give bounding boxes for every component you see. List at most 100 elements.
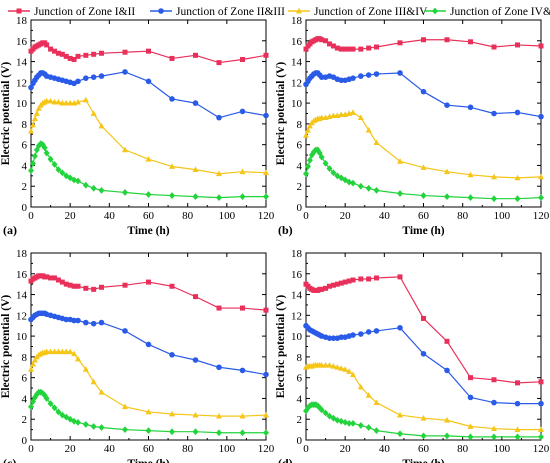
data-point: [318, 114, 325, 121]
legend-item-junction-of-zone-iii-iv: Junction of Zone III&IV: [288, 6, 428, 18]
data-point: [318, 362, 325, 368]
y-tick-label: 16: [16, 36, 28, 48]
data-point: [75, 418, 81, 426]
data-point: [63, 348, 70, 355]
data-point: [193, 294, 198, 300]
data-point: [71, 317, 77, 324]
data-point: [373, 139, 380, 145]
data-point: [350, 277, 356, 283]
legend: Junction of Zone I&II Junction of Zone II…: [8, 6, 550, 18]
legend-label: Junction of Zone II&III: [176, 6, 285, 18]
x-tick-label: 100: [494, 443, 511, 455]
data-point: [145, 78, 152, 85]
data-point: [216, 170, 222, 177]
data-point: [420, 414, 427, 421]
x-axis-label: Time (h): [127, 225, 169, 237]
chart-panel-b: 0 20 40 60 80 100 120 0 2 4 6 8 10 12 14 16 18 Time (h) El…: [275, 15, 550, 237]
data-point: [303, 46, 309, 52]
data-point: [59, 169, 66, 177]
data-point: [444, 432, 450, 440]
data-point: [67, 99, 74, 106]
data-point: [338, 334, 345, 340]
data-point: [239, 108, 246, 115]
data-point: [192, 357, 199, 363]
data-point: [420, 88, 427, 95]
data-point: [420, 164, 427, 170]
data-point: [397, 325, 403, 331]
data-point: [67, 415, 74, 423]
y-tick-label: 0: [22, 202, 28, 214]
data-point: [28, 167, 34, 175]
data-point: [538, 400, 544, 407]
data-point: [122, 282, 128, 288]
data-point: [192, 166, 199, 172]
data-point: [51, 98, 58, 105]
data-point: [239, 412, 246, 419]
y-tick-label: 18: [16, 15, 28, 27]
y-axis-label: Electric potential (V): [275, 62, 287, 166]
x-tick-label: 80: [457, 443, 469, 455]
x-tick-label: 100: [494, 210, 511, 222]
data-point: [322, 159, 329, 167]
series-junction-of-zone-iv-v: [303, 146, 544, 203]
data-point: [538, 43, 544, 49]
data-point: [122, 49, 128, 55]
data-point: [326, 335, 333, 341]
data-point: [43, 395, 50, 402]
data-point: [240, 56, 245, 62]
legend-marker-diamond: [432, 7, 438, 15]
data-point: [33, 110, 40, 116]
x-tick-label: 20: [340, 443, 352, 455]
data-point: [421, 37, 426, 43]
x-tick-label: 100: [219, 443, 236, 455]
data-point: [306, 156, 313, 164]
data-point: [98, 186, 105, 194]
y-tick-label: 14: [291, 290, 303, 302]
data-point: [48, 46, 54, 52]
data-point: [216, 429, 222, 437]
data-point: [59, 99, 66, 106]
series-junction-of-zone-i-ii: [303, 274, 544, 386]
y-tick-label: 14: [291, 57, 303, 69]
data-point: [515, 380, 520, 386]
legend-marker-triangle: [296, 7, 302, 14]
data-point: [421, 315, 426, 321]
data-point: [122, 328, 128, 334]
y-tick-label: 18: [16, 248, 28, 260]
x-tick-label: 40: [104, 443, 116, 455]
data-point: [491, 377, 497, 383]
data-point: [338, 46, 344, 52]
y-tick-label: 10: [291, 331, 303, 343]
data-point: [169, 428, 175, 436]
panel-label: (a): [3, 223, 17, 237]
data-point: [334, 45, 340, 51]
data-point: [122, 426, 128, 434]
data-point: [31, 115, 38, 122]
data-point: [467, 394, 474, 401]
data-point: [346, 419, 353, 427]
data-point: [346, 368, 353, 374]
data-point: [366, 276, 372, 282]
data-point: [514, 195, 521, 203]
y-tick-label: 10: [16, 98, 28, 110]
data-point: [75, 98, 81, 105]
data-point: [99, 50, 104, 56]
data-point: [91, 286, 97, 292]
data-point: [192, 193, 199, 201]
data-point: [169, 410, 175, 417]
data-point: [373, 328, 380, 334]
series-line: [305, 149, 542, 200]
data-point: [122, 189, 128, 196]
data-point: [467, 104, 474, 111]
data-point: [263, 169, 269, 176]
data-point: [90, 378, 97, 385]
data-point: [491, 110, 497, 117]
data-point: [98, 319, 105, 326]
data-point: [239, 193, 246, 201]
data-point: [334, 364, 341, 370]
data-point: [263, 307, 269, 313]
data-point: [538, 113, 544, 120]
x-tick-label: 0: [303, 443, 309, 455]
data-point: [365, 329, 372, 335]
